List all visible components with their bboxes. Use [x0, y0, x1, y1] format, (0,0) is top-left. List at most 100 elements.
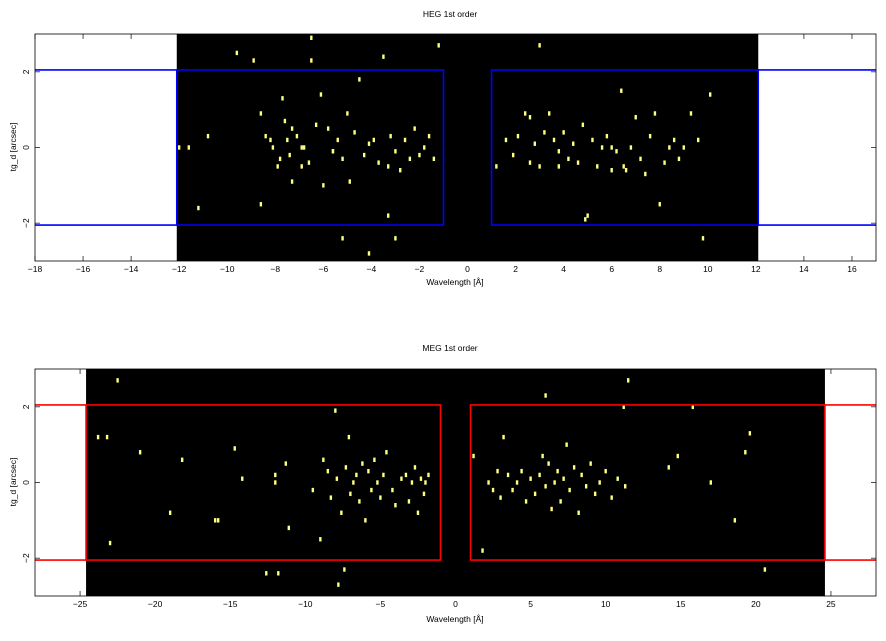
heg-event-point [567, 156, 570, 162]
meg-event-point [284, 461, 287, 466]
meg-event-point [427, 472, 430, 478]
meg-event-point [108, 540, 112, 546]
heg-event-point [300, 164, 303, 169]
heg-event-point [622, 164, 625, 169]
heg-event-point [572, 141, 575, 146]
heg-event-point [283, 118, 287, 124]
meg-event-point [568, 487, 571, 493]
meg-event-point [407, 499, 411, 504]
meg-event-point [424, 480, 427, 485]
heg-x-tick-label: −16 [76, 264, 91, 274]
heg-event-point [696, 137, 700, 143]
meg-event-point [322, 457, 325, 462]
meg-event-point [367, 468, 370, 474]
meg-event-point [116, 378, 119, 383]
meg-x-axis: −25 −20 −15 −10 −5 0 5 10 15 20 25 [73, 369, 836, 609]
heg-event-point [394, 149, 397, 154]
heg-event-point [403, 137, 407, 143]
heg-region-box [175, 69, 445, 226]
meg-event-point [472, 453, 475, 459]
heg-event-point [423, 145, 426, 150]
heg-x-tick-label: 12 [751, 264, 761, 274]
meg-event-point [277, 571, 280, 576]
meg-event-point [373, 457, 376, 462]
meg-event-point [340, 510, 343, 515]
meg-x-tick-label: −25 [73, 599, 88, 609]
meg-event-point [355, 472, 358, 478]
heg-event-point [528, 160, 532, 165]
meg-event-point [138, 450, 142, 455]
heg-event-point [346, 111, 349, 116]
meg-event-point [616, 476, 619, 481]
meg-event-point [180, 457, 184, 462]
meg-event-point [593, 491, 597, 497]
heg-x-tick-label: 2 [513, 264, 518, 274]
meg-event-point [544, 393, 547, 398]
meg-event-point [577, 510, 580, 515]
heg-event-point [557, 149, 561, 154]
heg-event-point [399, 168, 402, 173]
heg-event-point [668, 145, 671, 150]
meg-event-point [361, 461, 364, 466]
meg-event-point [385, 450, 388, 455]
meg-event-point [553, 480, 556, 485]
heg-x-axis: −18 −16 −14 −12 −10 −8 −6 −4 −2 0 2 4 6 8 10 12 14 16 [28, 34, 857, 274]
meg-event-point [584, 484, 588, 489]
meg-event-point [491, 487, 495, 493]
heg-event-point [418, 152, 421, 158]
heg-x-tick-label: 4 [561, 264, 566, 274]
heg-extraction-regions [35, 69, 876, 226]
meg-region-box [85, 404, 442, 561]
meg-x-tick-label: −15 [223, 599, 238, 609]
heg-event-point [290, 179, 294, 184]
meg-event-point [744, 450, 747, 455]
heg-event-point [701, 236, 705, 241]
heg-event-point [427, 133, 431, 139]
heg-x-tick-label: 0 [465, 264, 470, 274]
heg-event-point [615, 149, 618, 154]
meg-x-axis-label: Wavelength [Å] [426, 614, 483, 624]
heg-event-point [278, 156, 282, 162]
meg-event-point [214, 518, 217, 523]
meg-event-point [565, 442, 568, 447]
meg-event-point [676, 453, 679, 459]
heg-event-point [197, 205, 200, 211]
meg-event-point [241, 476, 244, 481]
heg-event-point [562, 130, 565, 135]
heg-y-tick-label: 0 [21, 145, 31, 150]
heg-event-point [432, 156, 436, 162]
heg-event-point [269, 137, 272, 143]
meg-event-point [598, 480, 601, 485]
heg-event-point [596, 164, 599, 169]
heg-event-point [672, 137, 676, 143]
meg-event-point [562, 476, 565, 481]
meg-event-point [624, 484, 627, 489]
heg-x-tick-label: −14 [124, 264, 139, 274]
heg-event-point [341, 156, 344, 162]
heg-event-point [658, 202, 661, 207]
heg-event-point [629, 145, 633, 150]
meg-event-point [358, 499, 361, 504]
heg-event-point [495, 164, 498, 169]
meg-x-tick-label: −5 [376, 599, 386, 609]
meg-extraction-regions [35, 404, 876, 561]
heg-event-point [177, 145, 181, 150]
meg-event-point [337, 582, 340, 587]
meg-panel: MEG 1st order −25 −20 −15 −10 −5 0 5 10 15 20 25 −… [8, 343, 877, 624]
heg-x-tick-label: 16 [847, 264, 857, 274]
meg-event-point [589, 461, 592, 466]
heg-event-point [367, 251, 371, 256]
heg-event-point [271, 145, 275, 150]
heg-event-point [331, 149, 335, 154]
heg-event-point [290, 126, 294, 131]
heg-event-point [663, 160, 666, 165]
meg-event-point [168, 510, 172, 515]
meg-x-tick-label: 10 [601, 599, 611, 609]
meg-event-point [580, 472, 583, 478]
meg-event-point [520, 468, 523, 474]
heg-event-point [286, 137, 289, 143]
meg-event-point [329, 495, 333, 500]
heg-event-point [552, 137, 556, 143]
meg-event-point [419, 476, 423, 481]
